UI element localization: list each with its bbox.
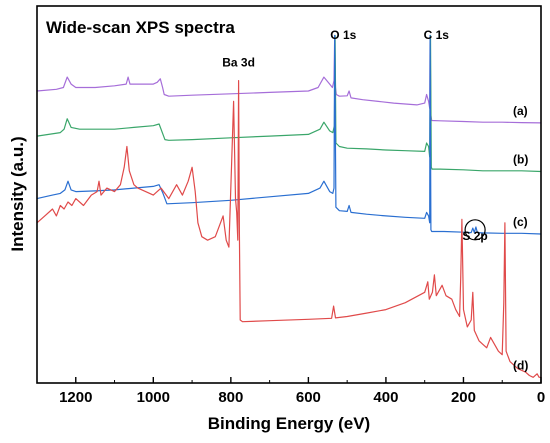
x-axis-ticks: 1200 1000 800 600 400 200 0	[36, 377, 545, 406]
series-line-1	[36, 34, 542, 124]
x-tick-label: 1200	[59, 389, 92, 406]
series-line-3	[36, 34, 542, 235]
peak-label-ba-3d: Ba 3d	[222, 56, 255, 70]
series-labels: (a) (b) (c) (d)	[513, 104, 528, 372]
series-line-4	[36, 80, 541, 378]
x-tick-label: 0	[537, 389, 545, 406]
series-label-4: (d)	[513, 358, 528, 372]
x-axis-label: Binding Energy (eV)	[208, 414, 370, 433]
s2p-highlight-circle	[464, 219, 486, 241]
series-label-3: (c)	[513, 215, 528, 229]
x-tick-label: 800	[218, 389, 243, 406]
peak-annotations: Ba 3d O 1s C 1s S 2p	[222, 28, 488, 243]
series-label-2: (b)	[513, 153, 528, 167]
series-label-1: (a)	[513, 104, 528, 118]
peak-label-s-2p: S 2p	[462, 229, 487, 243]
peak-label-o-1s: O 1s	[330, 28, 356, 42]
spectra-traces	[36, 34, 542, 378]
peak-label-c-1s: C 1s	[424, 28, 450, 42]
x-tick-label: 1000	[137, 389, 170, 406]
plot-frame	[36, 5, 542, 384]
y-axis-label: Intensity (a.u.)	[8, 136, 27, 251]
series-line-2	[36, 34, 542, 173]
x-tick-label: 400	[373, 389, 398, 406]
x-tick-label: 600	[296, 389, 321, 406]
x-tick-label: 200	[451, 389, 476, 406]
chart-title: Wide-scan XPS spectra	[46, 18, 235, 37]
